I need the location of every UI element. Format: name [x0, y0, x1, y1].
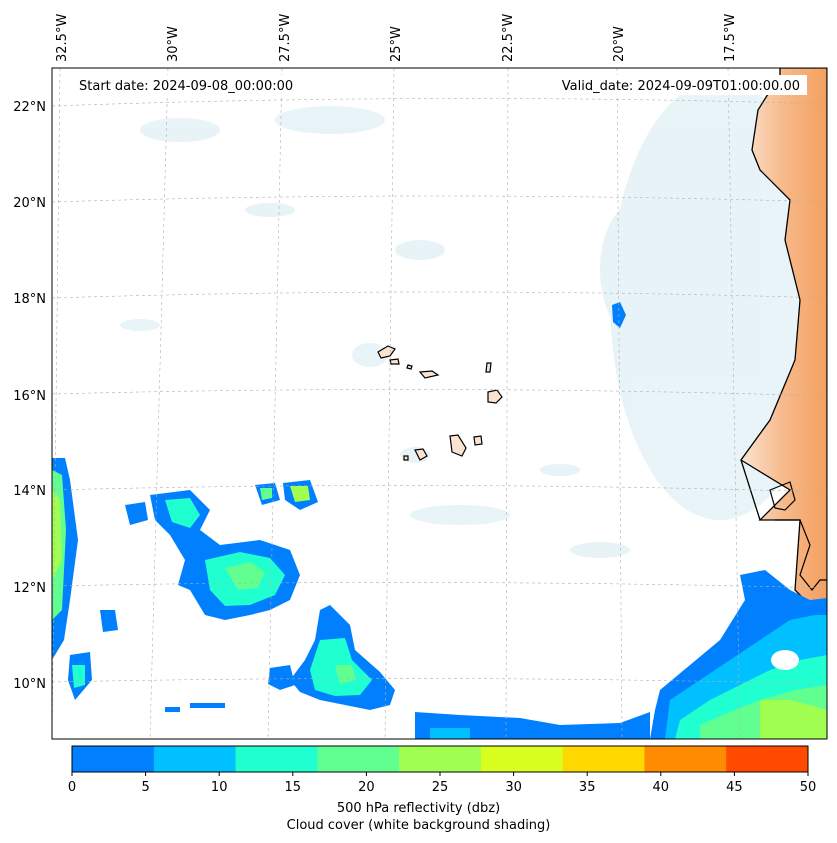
colorbar-segment [399, 746, 482, 772]
colorbar-tick-label: 50 [800, 780, 817, 795]
valid-date-label: Valid_date: 2024-09-09T01:00:00.00 [562, 79, 800, 94]
colorbar-segment [72, 746, 155, 772]
gridlines [52, 68, 827, 739]
lat-label: 14°N [13, 484, 46, 499]
start-date-label: Start date: 2024-09-08_00:00:00 [79, 79, 293, 94]
colorbar-tick-label: 0 [68, 780, 76, 795]
lat-label: 20°N [13, 196, 46, 211]
colorbar-tick-label: 10 [211, 780, 228, 795]
reflectivity-layer [52, 302, 827, 739]
valid-date-box [541, 75, 807, 95]
colorbar-tick-label: 35 [579, 780, 596, 795]
lon-label: 30°W [166, 26, 181, 62]
colorbar-segment [562, 746, 645, 772]
colorbar-tick-label: 30 [505, 780, 522, 795]
colorbar-tick-label: 40 [653, 780, 670, 795]
longitude-labels: 32.5°W 30°W 27.5°W 25°W 22.5°W 20°W 17.5… [55, 14, 738, 62]
colorbar-tick-label: 20 [358, 780, 375, 795]
lon-label: 32.5°W [55, 14, 70, 62]
colorbar-tick-label: 5 [141, 780, 149, 795]
coastline-detail [769, 481, 827, 591]
colorbar-tick-label: 15 [285, 780, 302, 795]
lon-label: 27.5°W [278, 14, 293, 62]
map-layers [52, 68, 827, 739]
latitude-labels: 22°N 20°N 18°N 16°N 14°N 12°N 10°N [13, 100, 46, 692]
colorbar-sublabel: Cloud cover (white background shading) [286, 818, 551, 833]
lat-label: 12°N [13, 581, 46, 596]
lat-label: 22°N [13, 100, 46, 115]
start-date-box [73, 75, 311, 95]
lon-label: 20°W [612, 26, 627, 62]
plot-border [51, 67, 828, 740]
lon-label: 25°W [389, 26, 404, 62]
cape-verde-islands [377, 345, 503, 461]
colorbar-label: 500 hPa reflectivity (dbz) [336, 801, 501, 816]
colorbar-segment [644, 746, 727, 772]
colorbar-segment [235, 746, 318, 772]
lon-label: 22.5°W [501, 14, 516, 62]
colorbar-segment [480, 746, 564, 772]
colorbar-segment [317, 746, 400, 772]
lon-label: 17.5°W [723, 14, 738, 62]
lat-label: 16°N [13, 389, 46, 404]
lat-label: 18°N [13, 292, 46, 307]
colorbar: 0 5 10 15 20 25 30 35 40 45 50 [68, 745, 817, 795]
colorbar-tick-label: 25 [432, 780, 449, 795]
colorbar-tick-label: 45 [726, 780, 743, 795]
lat-label: 10°N [13, 677, 46, 692]
colorbar-segment [153, 746, 237, 772]
colorbar-segment [726, 746, 809, 772]
